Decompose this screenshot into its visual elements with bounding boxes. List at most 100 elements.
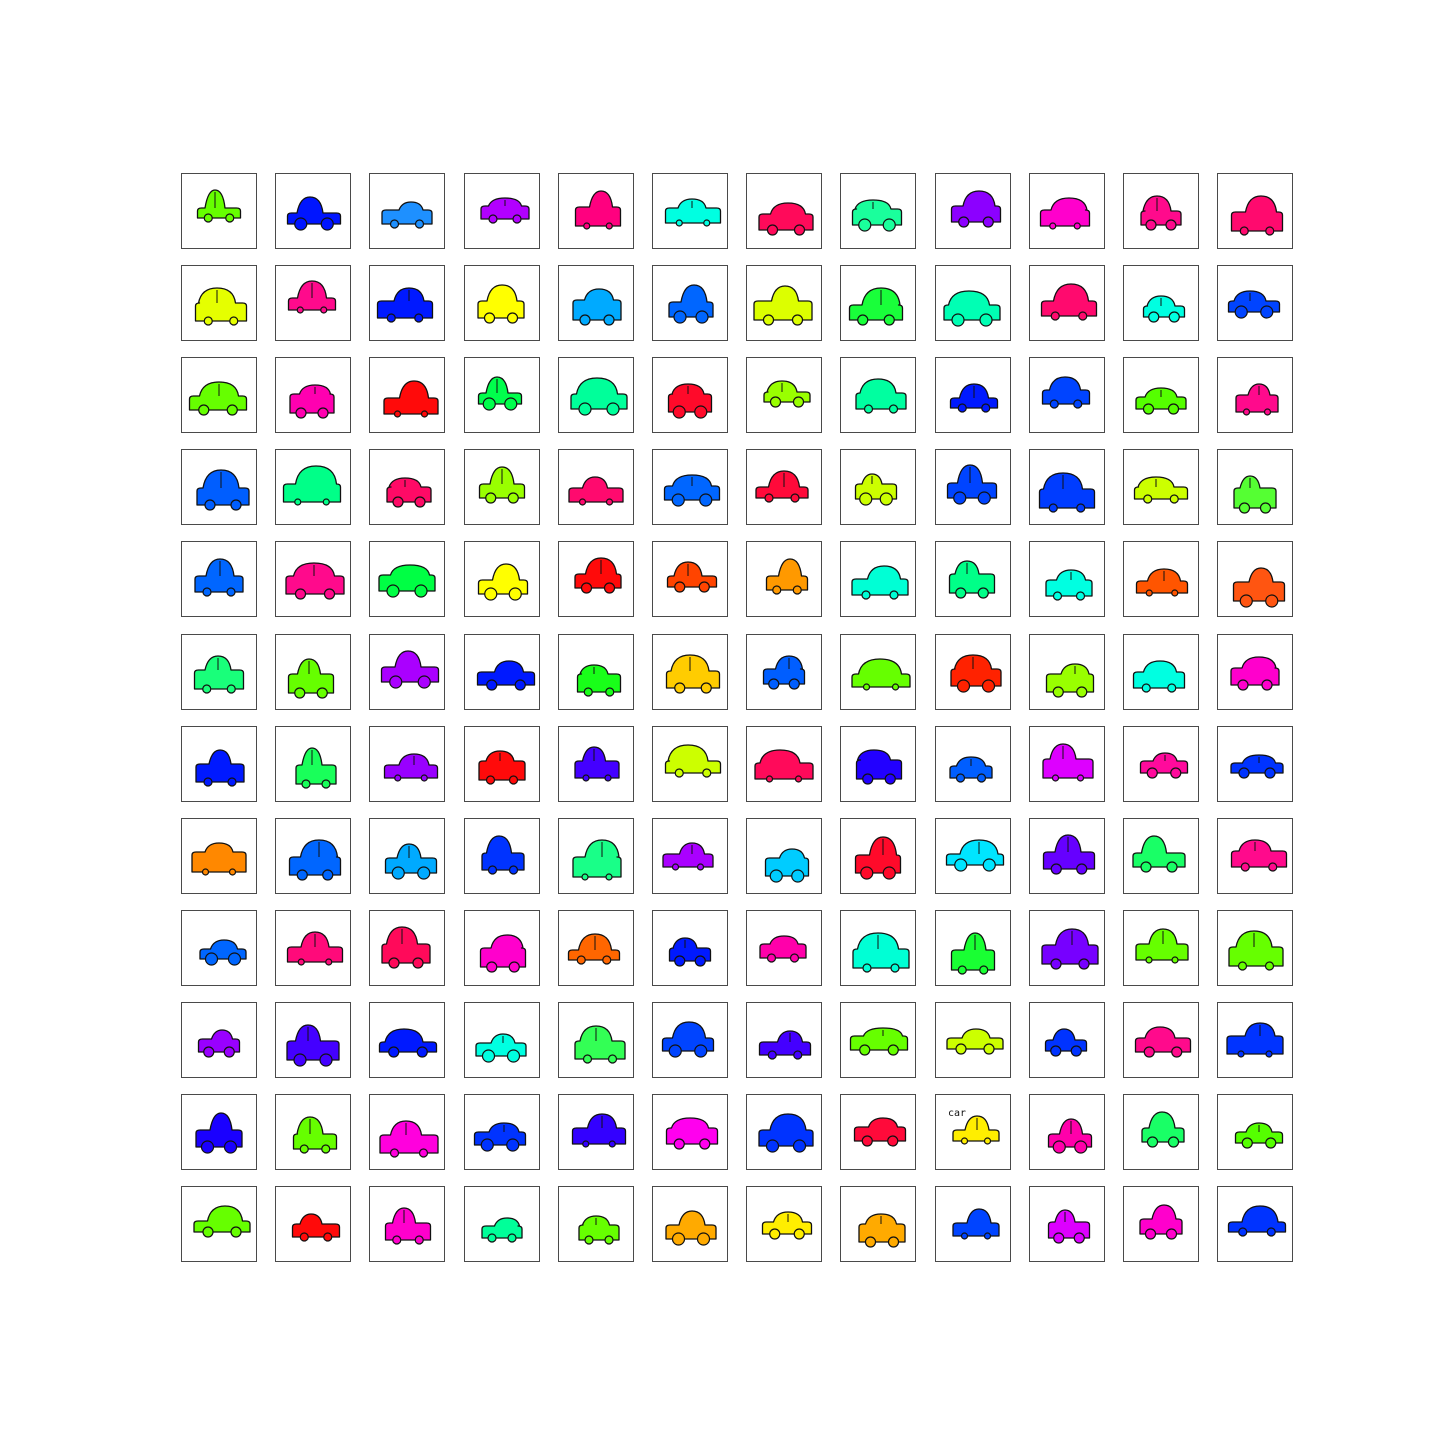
car-doodle [376, 287, 434, 323]
sketch-thumbnail [1123, 910, 1199, 986]
car-body [381, 926, 431, 964]
car-doodle [282, 465, 342, 506]
rear-wheel [766, 224, 779, 236]
car-doodle [949, 383, 999, 413]
sketch-thumbnail [935, 726, 1011, 802]
car-doodle [943, 290, 1001, 327]
rear-wheel [1239, 594, 1253, 608]
sketch-thumbnail [1217, 818, 1293, 894]
front-wheel [1259, 502, 1272, 514]
sketch-thumbnail [464, 541, 540, 617]
car-doodle [292, 1116, 338, 1154]
sketch-thumbnail [1029, 726, 1105, 802]
car-body [946, 464, 998, 499]
front-wheel [698, 581, 710, 593]
front-wheel [227, 777, 237, 787]
sketch-thumbnail [369, 173, 445, 249]
front-wheel [414, 1235, 424, 1245]
front-wheel [603, 582, 616, 594]
rear-wheel [1239, 226, 1249, 236]
front-wheel [230, 1226, 242, 1238]
rear-wheel [392, 496, 404, 508]
front-wheel [508, 865, 519, 875]
sketch-thumbnail [1217, 1002, 1293, 1078]
sketch-thumbnail [840, 910, 916, 986]
car-doodle [1133, 476, 1189, 504]
car-doodle [1041, 376, 1091, 409]
front-wheel [976, 773, 987, 783]
sketch-thumbnail [840, 1186, 916, 1262]
car-body [381, 201, 433, 225]
front-wheel [506, 312, 519, 324]
car-doodle [851, 565, 909, 600]
sketch-thumbnail [935, 173, 1011, 249]
rear-wheel [1051, 774, 1060, 782]
sketch-thumbnail [652, 357, 728, 433]
front-wheel [1168, 311, 1180, 323]
front-wheel [700, 682, 712, 694]
car-doodle [1227, 290, 1281, 319]
sketch-thumbnail [181, 265, 257, 341]
rear-wheel [674, 768, 684, 778]
car-doodle [1139, 752, 1189, 779]
rear-wheel [486, 679, 498, 691]
car-body [196, 469, 250, 506]
rear-wheel [1242, 408, 1251, 416]
sketch-thumbnail [1217, 634, 1293, 710]
rear-wheel [951, 313, 965, 327]
car-body [1038, 472, 1096, 509]
front-wheel [230, 499, 242, 511]
front-wheel [1167, 1136, 1180, 1148]
front-wheel [322, 869, 334, 881]
car-doodle [193, 1205, 251, 1238]
front-wheel [793, 1228, 805, 1240]
car-body [950, 190, 1002, 223]
sketch-thumbnail [464, 265, 540, 341]
car-body [849, 1027, 909, 1051]
front-wheel [1165, 219, 1177, 231]
car-doodle [480, 197, 530, 224]
rear-wheel [202, 684, 212, 694]
car-body [291, 1213, 341, 1238]
front-wheel [508, 961, 520, 973]
rear-wheel [1238, 502, 1251, 514]
rear-wheel [1048, 503, 1058, 513]
sketch-thumbnail [369, 910, 445, 986]
sketch-thumbnail [935, 357, 1011, 433]
sketch-thumbnail [746, 265, 822, 341]
front-wheel [884, 773, 896, 785]
rear-wheel [674, 682, 686, 694]
car-doodle [664, 198, 722, 227]
car-doodle [855, 378, 907, 414]
front-wheel [887, 1236, 900, 1248]
sketch-thumbnail [181, 634, 257, 710]
rear-wheel [765, 775, 774, 783]
sketch-thumbnail [652, 449, 728, 525]
sketch-thumbnail [558, 1094, 634, 1170]
rear-wheel [294, 217, 308, 231]
sketch-thumbnail [1029, 265, 1105, 341]
car-body [193, 1205, 251, 1233]
car-doodle [196, 189, 242, 223]
car-doodle [384, 1207, 432, 1245]
car-doodle [572, 288, 622, 326]
sketch-thumbnail [464, 634, 540, 710]
front-wheel [1261, 679, 1273, 691]
sketch-thumbnail [1123, 818, 1199, 894]
front-wheel [979, 313, 993, 327]
front-wheel [605, 687, 615, 697]
car-doodle [384, 843, 438, 880]
car-body [282, 465, 342, 503]
car-body [1041, 928, 1099, 965]
car-doodle [1226, 1022, 1284, 1058]
car-doodle [949, 756, 993, 783]
front-wheel [1265, 1050, 1273, 1058]
sketch-thumbnail [558, 1186, 634, 1262]
front-wheel [1075, 591, 1086, 601]
sketch-thumbnail [840, 173, 916, 249]
front-wheel [604, 1235, 614, 1245]
car-body [852, 932, 910, 969]
rear-wheel [957, 965, 967, 975]
car-doodle [1140, 195, 1182, 231]
front-wheel [504, 397, 518, 411]
